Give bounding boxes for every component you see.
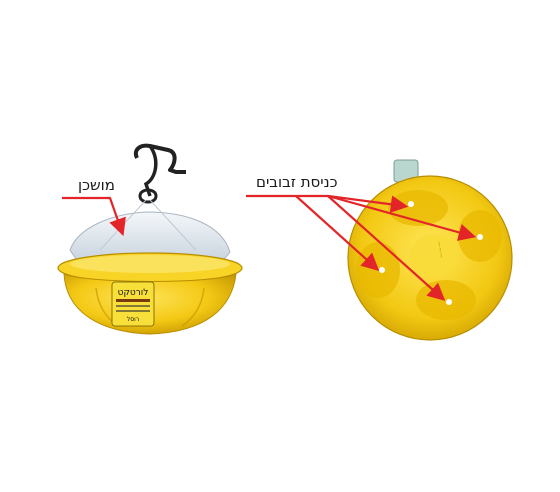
reservoir-arrow bbox=[62, 196, 126, 237]
fly-entry-hole-3 bbox=[379, 267, 385, 273]
product-name: לורטקט bbox=[118, 288, 149, 298]
fly-entry-hole-4 bbox=[446, 299, 452, 305]
product-sticker bbox=[111, 281, 155, 327]
hanging-hook bbox=[133, 143, 186, 204]
fly-entry-hole-2 bbox=[477, 234, 483, 240]
reservoir-label: מושכן bbox=[78, 176, 115, 194]
svg-text:~~~: ~~~ bbox=[435, 240, 446, 259]
product-brand: רוסל bbox=[127, 316, 139, 323]
top-view-trap: ~~~ bbox=[347, 159, 513, 341]
fly-entry-hole-1 bbox=[408, 201, 414, 207]
side-view-trap: לורטקט רוסל bbox=[57, 143, 243, 335]
fly-entry-arrows bbox=[246, 194, 477, 301]
fly-entry-label: כניסת זבובים bbox=[256, 173, 338, 191]
